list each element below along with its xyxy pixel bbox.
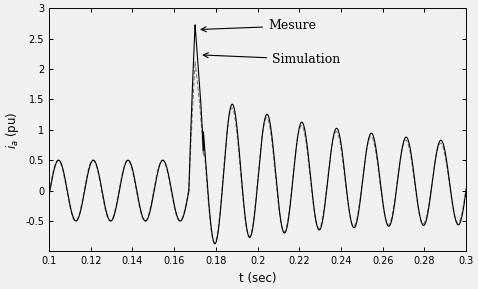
Text: Simulation: Simulation [203, 53, 340, 66]
Text: Mesure: Mesure [201, 19, 316, 32]
Y-axis label: $i_a$ (pu): $i_a$ (pu) [4, 111, 21, 149]
X-axis label: t (sec): t (sec) [239, 272, 276, 285]
